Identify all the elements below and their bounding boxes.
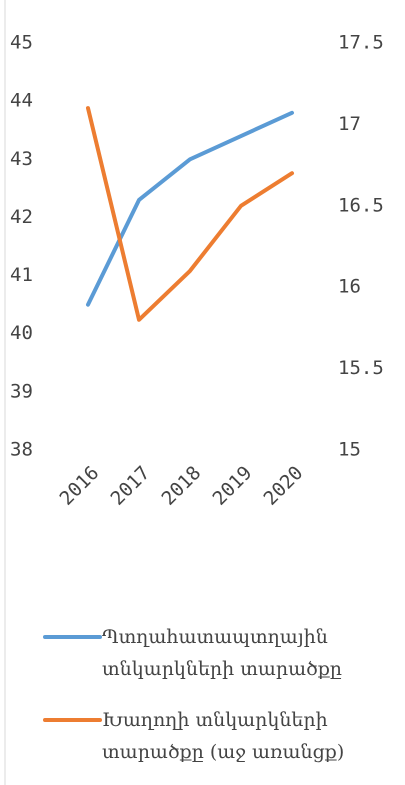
y-tick-label: 44 [10,90,33,112]
legend-label: Պտղահատապտղային տնկարկների տարածքը [102,626,342,680]
y-tick-label: 43 [10,148,33,170]
y-tick-label: 39 [10,380,33,402]
x-tick-label: 2020 [260,462,308,510]
x-tick-label: 2019 [209,462,257,510]
y-tick-label: 41 [10,264,33,286]
series-line [86,110,294,307]
x-tick-label: 2018 [158,462,206,510]
y2-tick-label: 17 [338,113,361,135]
y2-tick-label: 17.5 [338,32,384,54]
y-tick-label: 42 [10,206,33,228]
y2-tick-label: 15 [338,439,361,461]
series-line [86,106,294,322]
y2-tick-label: 15.5 [338,357,384,379]
x-tick-label: 2017 [107,462,155,510]
x-tick-label: 2016 [56,462,104,510]
y-tick-label: 38 [10,439,33,461]
y2-tick-label: 16.5 [338,194,384,216]
legend-label: Խաղողի տնկարկների տարածքը (աջ առանցք) [102,709,345,763]
y-tick-label: 45 [10,32,33,54]
y2-tick-label: 16 [338,276,361,298]
y-tick-label: 40 [10,322,33,344]
